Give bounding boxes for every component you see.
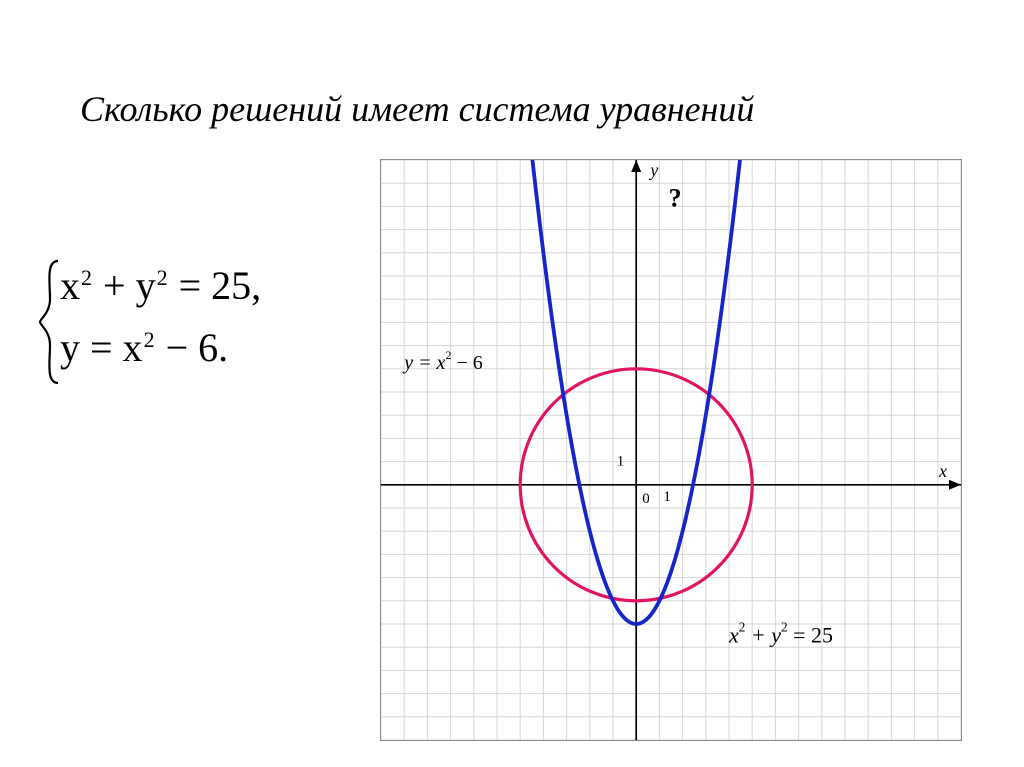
svg-text:0: 0 bbox=[642, 491, 650, 507]
eq1-rhs: = 25, bbox=[169, 263, 262, 308]
page-title: Сколько решений имеет система уравнений bbox=[80, 88, 754, 130]
equation-system: x2 + y2 = 25, y = x2 − 6. bbox=[60, 255, 261, 379]
svg-text:y: y bbox=[648, 160, 658, 180]
page: { "title": "Сколько решений имеет систем… bbox=[0, 0, 1024, 767]
svg-text:1: 1 bbox=[663, 489, 671, 505]
brace-icon bbox=[38, 259, 64, 385]
eq1-exp-a: 2 bbox=[81, 265, 92, 290]
eq1-var-b: y bbox=[136, 263, 156, 308]
svg-text:y = x2 − 6: y = x2 − 6 bbox=[402, 348, 483, 374]
eq2-exp: 2 bbox=[144, 327, 155, 352]
chart-container: xy110?y = x2 − 6x2 + y2 = 25 bbox=[380, 159, 962, 741]
svg-text:x: x bbox=[938, 461, 947, 481]
eq2-tail: − 6. bbox=[156, 325, 229, 370]
svg-text:1: 1 bbox=[617, 454, 625, 470]
svg-text:?: ? bbox=[669, 183, 682, 212]
equation-1: x2 + y2 = 25, bbox=[60, 255, 261, 317]
coordinate-chart: xy110?y = x2 − 6x2 + y2 = 25 bbox=[381, 160, 961, 740]
eq1-exp-b: 2 bbox=[157, 265, 168, 290]
eq1-plus: + bbox=[93, 263, 136, 308]
equation-2: y = x2 − 6. bbox=[60, 317, 261, 379]
eq2-lhs: y = x bbox=[60, 325, 143, 370]
